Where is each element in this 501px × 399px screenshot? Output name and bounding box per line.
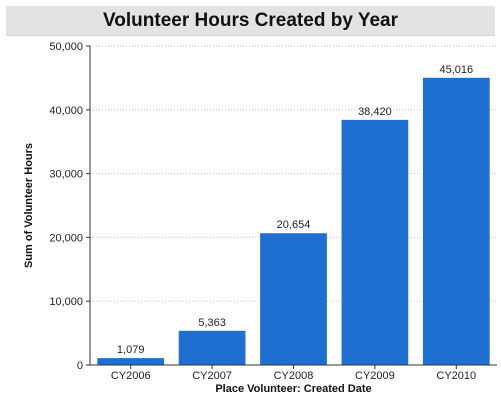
data-label: 20,654 xyxy=(277,219,311,231)
x-tick-label: CY2006 xyxy=(111,370,151,382)
bar xyxy=(341,119,409,365)
data-labels: 1,079 5,363 20,654 38,420 45,016 xyxy=(117,64,473,356)
bar xyxy=(97,358,165,365)
y-tick-label: 30,000 xyxy=(49,169,83,181)
data-label: 38,420 xyxy=(358,106,392,118)
y-axis-ticks: 0 10,000 20,000 30,000 40,000 50,000 xyxy=(49,41,90,372)
y-tick-label: 0 xyxy=(77,360,83,372)
y-tick-label: 20,000 xyxy=(49,232,83,244)
data-label: 45,016 xyxy=(439,64,473,76)
y-tick-label: 40,000 xyxy=(49,105,83,117)
x-axis-title: Place Volunteer: Created Date xyxy=(215,383,371,395)
data-label: 5,363 xyxy=(198,317,226,329)
y-axis-title: Sum of Volunteer Hours xyxy=(23,143,35,268)
bar xyxy=(178,330,246,365)
x-tick-label: CY2008 xyxy=(274,370,314,382)
x-axis-categories: CY2006 CY2007 CY2008 CY2009 CY2010 xyxy=(111,365,476,382)
bar xyxy=(422,77,490,366)
bar xyxy=(260,233,327,365)
x-tick-label: CY2009 xyxy=(355,370,395,382)
x-tick-label: CY2010 xyxy=(436,370,476,382)
y-tick-label: 10,000 xyxy=(49,296,83,308)
chart-title-bar: Volunteer Hours Created by Year xyxy=(6,6,495,36)
bars xyxy=(97,77,490,366)
x-tick-label: CY2007 xyxy=(192,370,232,382)
data-label: 1,079 xyxy=(117,344,145,356)
chart-title: Volunteer Hours Created by Year xyxy=(103,9,398,31)
y-tick-label: 50,000 xyxy=(49,41,83,53)
